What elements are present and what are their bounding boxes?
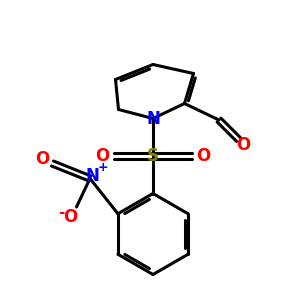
Text: +: + xyxy=(97,160,108,174)
Text: N: N xyxy=(85,167,99,185)
Text: O: O xyxy=(196,147,211,165)
Text: O: O xyxy=(236,136,251,154)
Text: N: N xyxy=(146,110,160,128)
Text: -: - xyxy=(58,205,64,220)
Text: O: O xyxy=(95,147,110,165)
Text: O: O xyxy=(35,150,49,168)
Text: S: S xyxy=(147,147,159,165)
Text: O: O xyxy=(63,208,77,226)
